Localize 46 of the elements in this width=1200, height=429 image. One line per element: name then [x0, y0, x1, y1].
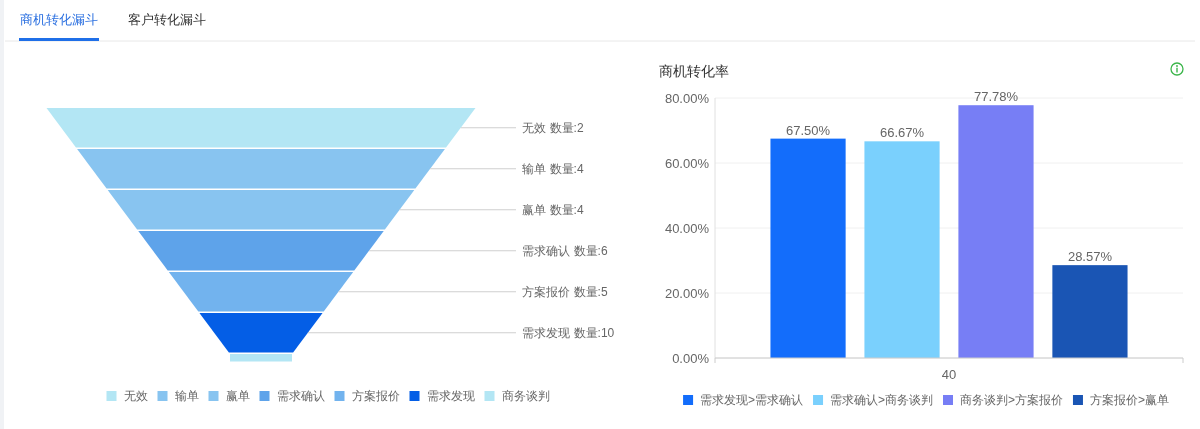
text: 输单 — [522, 161, 546, 176]
bar — [1052, 265, 1128, 358]
legend-label: 商务谈判 — [501, 389, 550, 403]
chart-title: 商机转化率 — [659, 63, 729, 79]
y-tick-label: 80.00% — [664, 90, 710, 106]
text: 数量: — [549, 202, 577, 217]
data-label: 4 — [576, 202, 584, 217]
text: 数量: — [573, 284, 601, 299]
data-label: 6 — [600, 243, 608, 258]
text: 方案报价 — [522, 284, 570, 299]
data-label: 10 — [600, 325, 615, 340]
legend-label: 需求确认>商务谈判 — [830, 393, 934, 407]
text: 无效 — [522, 120, 546, 135]
legend-label: 需求发现>需求确认 — [700, 393, 804, 407]
text: 数量: — [573, 243, 601, 258]
legend-label: 赢单 — [225, 389, 250, 403]
text: 数量: — [549, 161, 577, 176]
text: 商机转化漏斗 — [20, 11, 98, 27]
text: 客户转化漏斗 — [128, 11, 206, 27]
data-label: 67.50% — [786, 122, 831, 138]
legend-label: 商务谈判>方案报价 — [960, 393, 1064, 407]
data-label: 28.57% — [1067, 249, 1113, 265]
text: 数量: — [549, 120, 577, 135]
text: 数量: — [573, 325, 601, 340]
text: 赢单 — [522, 202, 546, 217]
legend-label: 需求确认 — [276, 389, 325, 403]
text: 需求确认 — [522, 243, 570, 258]
legend-label: 输单 — [174, 389, 199, 403]
data-label: 77.78% — [973, 89, 1019, 105]
legend-label: 无效 — [123, 389, 148, 403]
y-tick-label: 40.00% — [664, 220, 710, 236]
legend-label: 方案报价 — [351, 389, 400, 403]
y-tick-label: 0.00% — [672, 350, 710, 366]
legend-label: 方案报价>赢单 — [1089, 393, 1169, 407]
legend-label: 需求发现 — [426, 389, 475, 403]
y-tick-label: 20.00% — [664, 285, 710, 301]
data-label: 5 — [600, 284, 608, 299]
bar — [770, 138, 846, 358]
data-label: 66.67% — [879, 125, 925, 141]
bar — [864, 141, 940, 358]
bar — [958, 105, 1034, 358]
data-label: 4 — [576, 161, 584, 176]
data-label: 2 — [576, 120, 584, 135]
x-tick-label: 40 — [941, 366, 957, 382]
y-tick-label: 60.00% — [664, 155, 710, 171]
text: 需求发现 — [522, 325, 570, 340]
